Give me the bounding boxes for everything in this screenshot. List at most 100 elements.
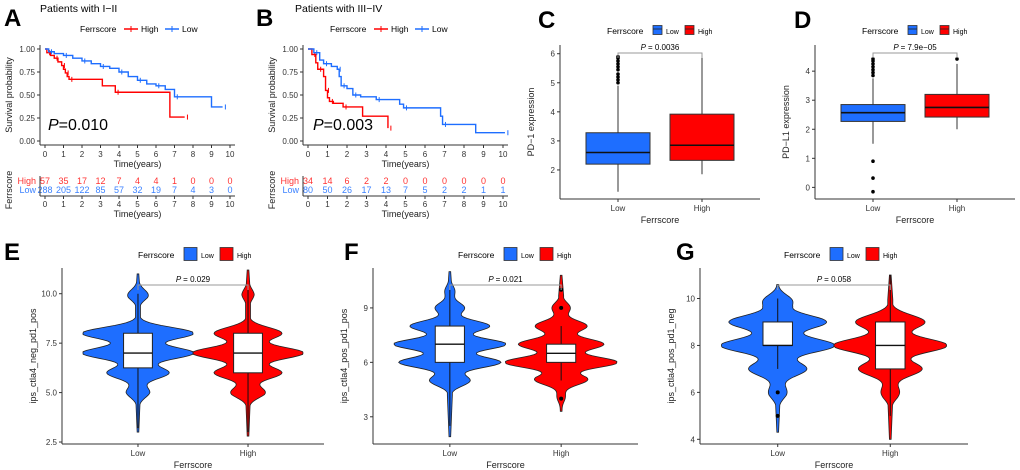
x-axis-title: Ferrscore: [641, 215, 680, 225]
risk-x-tick-label: 5: [403, 200, 408, 209]
x-tick-label: Low: [611, 204, 626, 213]
x-tick-label: High: [694, 204, 710, 213]
p-value: P = 0.029: [176, 275, 211, 284]
y-tick-label: 0.75: [282, 68, 298, 77]
risk-x-tick-label: 8: [462, 200, 467, 209]
x-tick-label: 8: [462, 150, 467, 159]
risk-value: 32: [132, 185, 142, 195]
p-value-text: = 0.058: [824, 275, 851, 284]
legend-title: Ferrscore: [80, 24, 117, 34]
p-value-text: = 0.021: [496, 275, 523, 284]
risk-x-tick-label: 3: [364, 200, 369, 209]
x-tick-label: High: [553, 449, 569, 458]
x-tick-label: 3: [98, 150, 103, 159]
legend-swatch-low: [183, 247, 198, 261]
risk-x-tick-label: 10: [226, 200, 235, 209]
legend: Ferrscore Low High: [458, 247, 572, 261]
significance-bracket: [449, 284, 562, 290]
y-tick-label: 6: [691, 388, 696, 397]
x-tick-label: Low: [866, 204, 881, 213]
y-tick-label: 10.0: [41, 290, 57, 299]
risk-value: 0: [500, 176, 505, 186]
legend: Ferrscore Low High: [862, 25, 968, 36]
x-tick-label: Low: [443, 449, 458, 458]
x-tick-label: 7: [442, 150, 447, 159]
risk-x-tick-label: 9: [209, 200, 214, 209]
outlier-point: [871, 70, 875, 75]
risk-x-tick-label: 6: [154, 200, 159, 209]
p-value: P = 0.058: [817, 275, 852, 284]
p-value-text: = 0.0036: [648, 43, 680, 52]
risk-value: 2: [383, 176, 388, 186]
outlier-point: [955, 57, 959, 61]
y-tick-label: 7.5: [46, 339, 58, 348]
y-tick-label: 4: [806, 67, 811, 76]
legend-swatch-high: [684, 25, 695, 35]
risk-value: 0: [422, 176, 427, 186]
significance-bracket: [137, 284, 249, 290]
outlier-point: [871, 67, 875, 72]
x-axis-title: Ferrscore: [486, 460, 525, 470]
box-low: [762, 321, 793, 346]
x-tick-label: 5: [135, 150, 140, 159]
y-tick-label: 0.00: [19, 137, 35, 146]
legend: Ferrscore High Low: [80, 24, 198, 34]
outlier-point: [775, 413, 780, 418]
risk-value: 34: [303, 176, 313, 186]
km-curve-high: [308, 48, 389, 129]
legend-title: Ferrscore: [607, 26, 644, 36]
outlier-point: [616, 75, 620, 79]
outlier-point: [871, 73, 875, 78]
legend-swatch-low: [503, 247, 518, 261]
risk-value: 7: [172, 185, 177, 195]
p-value-text: =0.010: [59, 117, 108, 134]
x-tick-label: 10: [226, 150, 235, 159]
legend: Ferrscore Low High: [784, 247, 898, 261]
x-tick-label: 2: [80, 150, 85, 159]
y-axis-title: ips_ctla4_pos_pd1_pos: [339, 308, 349, 403]
legend-entry-high: High: [237, 253, 252, 260]
y-tick-label: 6: [551, 50, 556, 59]
outlier-point: [616, 62, 620, 66]
p-symbol: P: [48, 117, 59, 134]
risk-value: 0: [227, 176, 232, 186]
x-tick-label: 4: [117, 150, 122, 159]
outlier-point: [871, 189, 875, 194]
outlier-point: [871, 159, 875, 164]
risk-value: 4: [153, 176, 158, 186]
y-tick-label: 4: [551, 108, 556, 117]
risk-value: 14: [322, 176, 332, 186]
p-symbol: P: [817, 275, 824, 284]
p-symbol: P: [176, 275, 183, 284]
y-tick-label: 4: [691, 435, 696, 444]
risk-value: 26: [342, 185, 352, 195]
risk-value: 80: [303, 185, 313, 195]
legend-title: Ferrscore: [330, 24, 367, 34]
risk-x-tick-label: 4: [384, 200, 389, 209]
legend-swatch-high: [219, 247, 234, 261]
x-tick-label: High: [240, 449, 256, 458]
x-tick-label: 0: [306, 150, 311, 159]
risk-x-tick-label: 2: [345, 200, 350, 209]
risk-row-label: High: [17, 176, 36, 186]
risk-value: 17: [77, 176, 87, 186]
legend-title: Ferrscore: [862, 26, 899, 36]
p-value-text: = 0.029: [183, 275, 210, 284]
panel-g: G Ferrscore Low High 4 6 8 10 Low High Ferrscore ip…: [666, 239, 968, 470]
risk-value: 50: [322, 185, 332, 195]
risk-value: 17: [361, 185, 371, 195]
y-tick-label: 0.25: [19, 114, 35, 123]
legend: Ferrscore Low High: [138, 247, 252, 261]
x-tick-label: 6: [154, 150, 159, 159]
risk-x-title: Time(years): [382, 209, 430, 219]
x-tick-label: 1: [325, 150, 330, 159]
y-tick-label: 6: [364, 358, 369, 367]
risk-value: 2: [461, 185, 466, 195]
y-tick-label: 1.00: [282, 45, 298, 54]
risk-row-label: Low: [19, 185, 36, 195]
outlier-point: [871, 57, 875, 61]
risk-value: 6: [344, 176, 349, 186]
outlier-point: [559, 305, 564, 310]
